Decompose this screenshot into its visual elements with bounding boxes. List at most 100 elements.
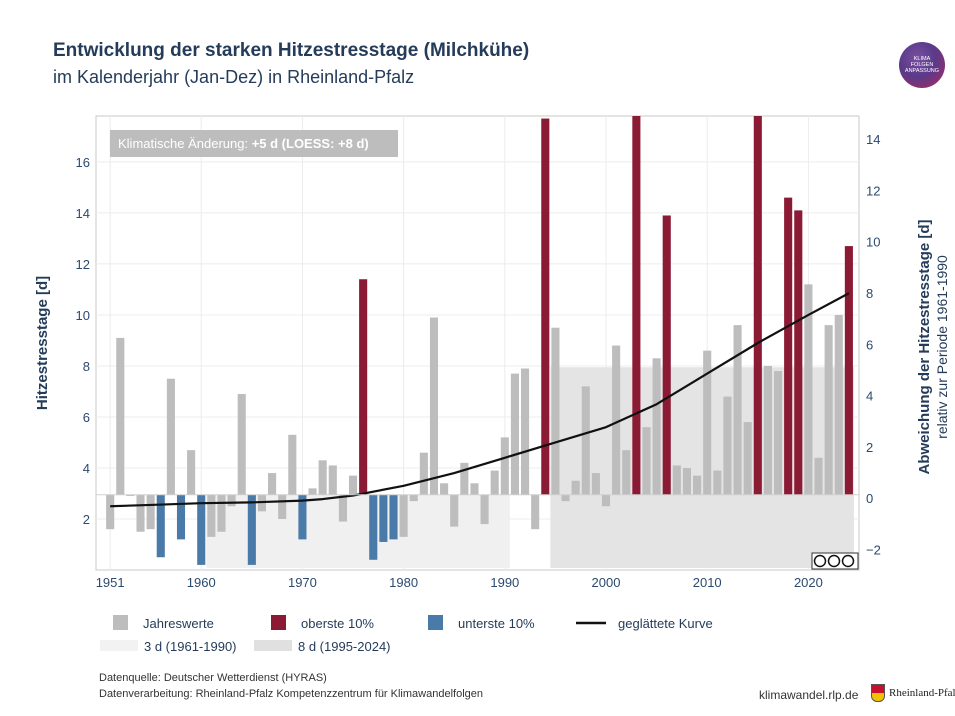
- y2-tick-label: 12: [866, 183, 880, 198]
- y-tick-label: 4: [83, 461, 90, 476]
- loess-line: [110, 292, 850, 508]
- bar-2010: [703, 350, 712, 495]
- legend-label: unterste 10%: [458, 616, 535, 631]
- heat-stress-chart: 2 4 6 8 10 12 14 16 −2 0 2 4 6 8 10 12 14 1951 1960 1970 198…: [34, 115, 950, 654]
- bar-1953: [126, 494, 135, 497]
- bar-1992: [521, 368, 530, 495]
- y2-tick-label: 14: [866, 132, 880, 147]
- bar-2005: [652, 358, 661, 495]
- legend-label: geglättete Kurve: [618, 616, 713, 631]
- bar-1964: [237, 394, 246, 495]
- bar-1985: [450, 494, 459, 527]
- y2-tick-label: −2: [866, 542, 881, 557]
- bar-1970: [298, 494, 307, 540]
- legend: Jahreswerte oberste 10% unterste 10% geglät…: [100, 615, 713, 654]
- legend-band-swatch: [254, 640, 292, 651]
- bar-2013: [733, 325, 742, 495]
- bar-1995: [551, 327, 560, 495]
- bar-2019: [794, 210, 803, 495]
- bar-1996: [561, 494, 570, 502]
- annotation-prefix: Klimatische Änderung:: [118, 136, 252, 151]
- cc-license-icon: [811, 552, 859, 570]
- legend-label: oberste 10%: [301, 616, 374, 631]
- bar-1968: [278, 494, 287, 519]
- bar-1952: [116, 337, 125, 495]
- x-tick-label: 1990: [490, 575, 519, 590]
- y-tick-label: 2: [83, 512, 90, 527]
- reference-band: [206, 494, 510, 568]
- data-processing: Datenverarbeitung: Rheinland-Pfalz Kompe…: [99, 688, 483, 700]
- bar-2024: [844, 246, 853, 495]
- bar-1965: [247, 494, 256, 565]
- rlp-wordmark: Rheinland-Pfalz: [889, 687, 955, 699]
- reference-band: [550, 367, 854, 568]
- bar-1956: [156, 494, 165, 558]
- y-tick-label: 16: [76, 155, 90, 170]
- cc-badge-dot: [827, 554, 841, 568]
- bar-1976: [359, 279, 368, 495]
- x-tick-label: 1970: [288, 575, 317, 590]
- bar-2012: [723, 396, 732, 495]
- logo-line-2: FOLGEN: [910, 61, 934, 68]
- legend-swatch: [113, 615, 128, 630]
- bar-2009: [693, 475, 702, 495]
- bar-1988: [480, 494, 489, 525]
- website-link[interactable]: klimawandel.rlp.de: [759, 688, 859, 702]
- bar-2008: [682, 467, 692, 495]
- annotation-value: +5 d (LOESS: +8 d): [252, 136, 369, 151]
- bar-1982: [419, 452, 428, 495]
- bar-2014: [743, 422, 752, 495]
- bar-2011: [713, 470, 722, 495]
- x-tick-label: 1980: [389, 575, 418, 590]
- y2-tick-label: 2: [866, 440, 873, 455]
- y2-tick-label: 8: [866, 286, 873, 301]
- bar-1984: [440, 483, 449, 495]
- bar-1999: [591, 473, 600, 495]
- y2-tick-label: 6: [866, 337, 873, 352]
- cc-badge-dot: [841, 554, 855, 568]
- bar-2021: [814, 457, 823, 495]
- legend-swatch: [271, 615, 286, 630]
- bar-2000: [601, 494, 611, 507]
- bar-1961: [207, 494, 216, 537]
- logo-line-1: KLIMA: [913, 55, 931, 62]
- y-tick-label: 10: [76, 308, 90, 323]
- x-tick-label: 2010: [693, 575, 722, 590]
- bar-1990: [500, 437, 509, 495]
- annotation: Klimatische Änderung: +5 d (LOESS: +8 d): [110, 130, 859, 570]
- y-tick-label: 6: [83, 410, 90, 425]
- rlp-logo[interactable]: Rheinland-Pfalz: [871, 684, 955, 702]
- bar-1960: [197, 494, 206, 565]
- bar-1980: [399, 494, 408, 537]
- bar-2004: [642, 427, 651, 495]
- axes: 2 4 6 8 10 12 14 16 −2 0 2 4 6 8 10 12 14 1951 1960 1970 198…: [34, 132, 950, 590]
- y2-tick-label: 4: [866, 389, 873, 404]
- legend-band-swatch: [100, 640, 138, 651]
- bar-1997: [571, 480, 580, 495]
- bar-2003: [632, 116, 641, 495]
- bar-1967: [268, 473, 277, 495]
- bar-1994: [541, 118, 550, 495]
- chart-title: Entwicklung der starken Hitzestresstage …: [53, 40, 530, 61]
- x-tick-label: 1951: [96, 575, 125, 590]
- bar-1993: [531, 494, 540, 530]
- bar-2006: [662, 215, 671, 495]
- annotation-box: [110, 130, 398, 157]
- bar-2023: [834, 314, 843, 495]
- bar-1986: [460, 462, 469, 495]
- bar-1998: [581, 386, 590, 495]
- bar-2015: [753, 116, 762, 495]
- bar-1991: [510, 373, 519, 495]
- bar-1969: [288, 434, 297, 495]
- klimafolgen-logo[interactable]: KLIMA FOLGEN ANPASSUNG: [899, 42, 945, 88]
- y-tick-label: 8: [83, 359, 90, 374]
- bar-1963: [227, 494, 236, 507]
- y2-tick-label: 10: [866, 235, 880, 250]
- bar-1974: [338, 494, 347, 522]
- bar-2018: [784, 197, 793, 495]
- bar-2017: [773, 371, 783, 495]
- bar-1977: [369, 494, 378, 560]
- bar-1972: [318, 460, 327, 495]
- bar-1951: [106, 494, 115, 530]
- data-source: Datenquelle: Deutscher Wetterdienst (HYR…: [99, 672, 327, 684]
